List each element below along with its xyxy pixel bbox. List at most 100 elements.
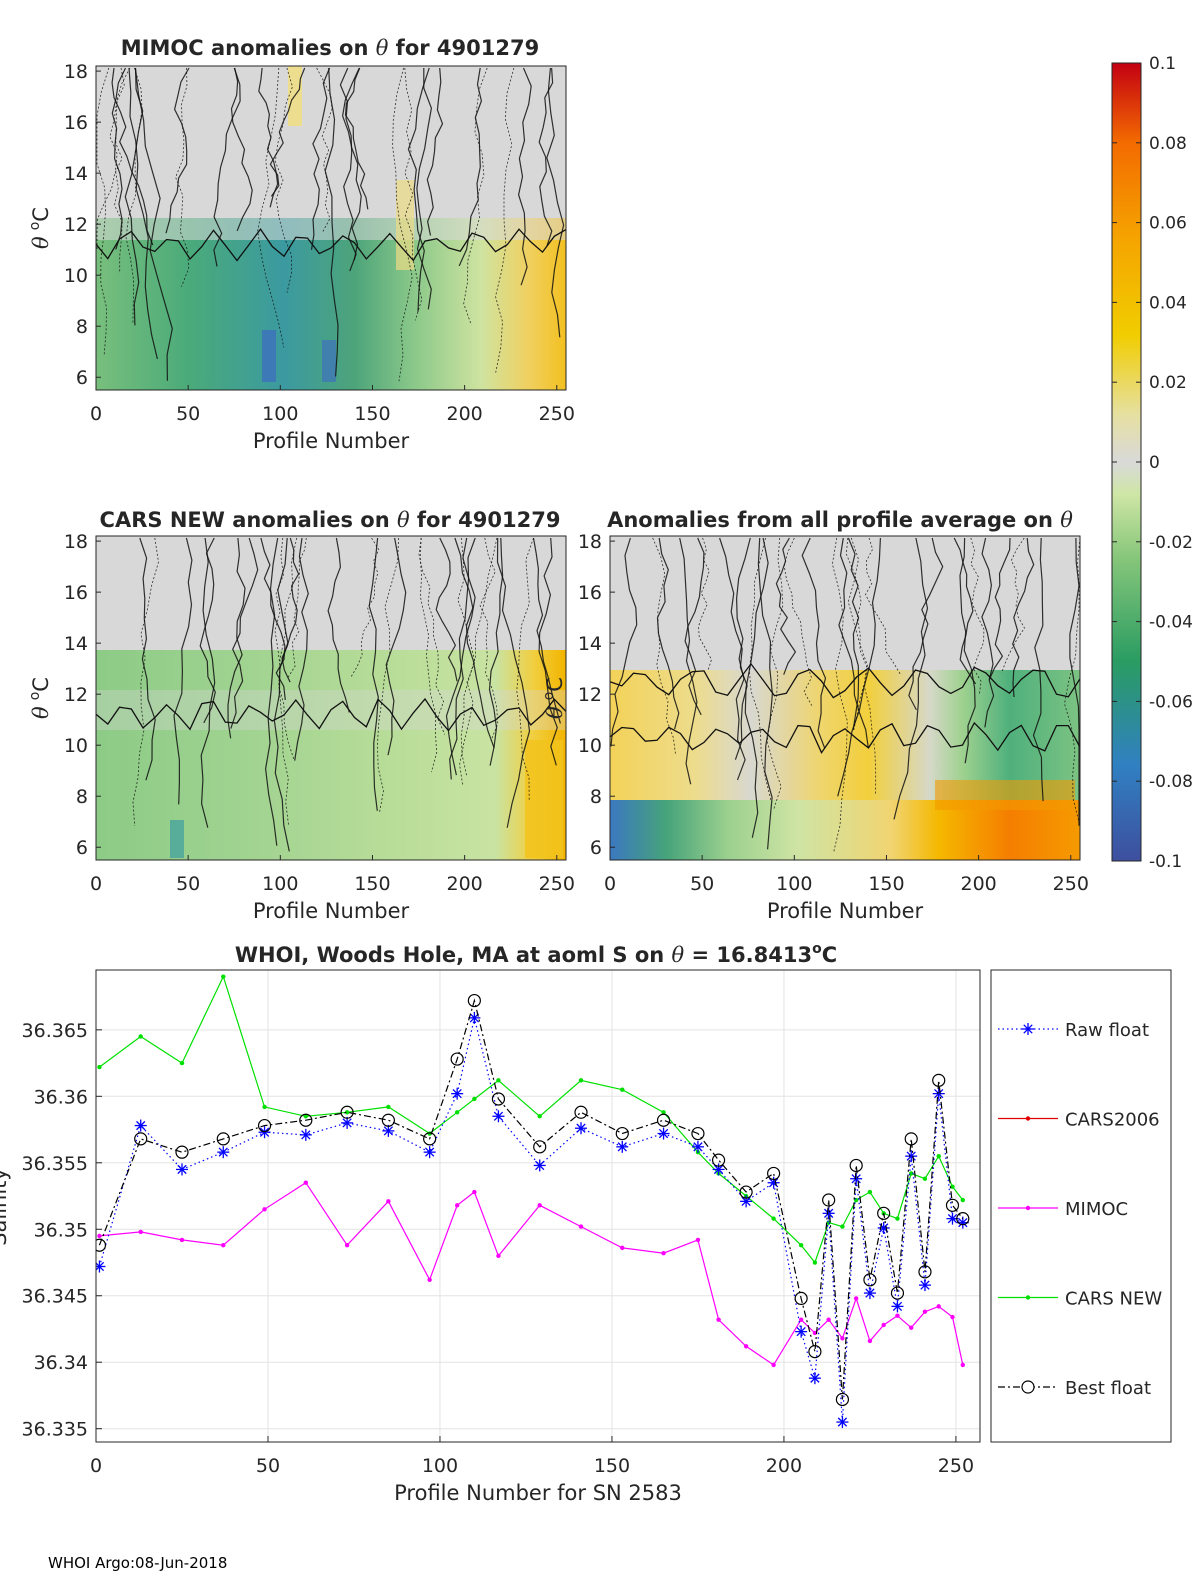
contour-line [165,67,190,234]
marker-stroke [177,1164,187,1175]
contour-line [287,537,307,678]
contour-line [327,537,350,713]
data-point [808,1344,822,1359]
data-point [221,1243,226,1248]
contour-line [213,67,241,267]
data-point [492,1110,505,1123]
marker-stroke [713,1164,724,1175]
data-point [496,1253,501,1259]
contour-line [269,67,306,197]
legend-item-mimoc: MIMOC [998,1199,1128,1220]
marker-stroke [576,1123,586,1133]
contour-line [460,537,498,776]
contour-line [959,537,976,764]
marker-stroke [851,1174,861,1184]
data-point [138,1034,143,1039]
y-tick-label: 16 [64,112,88,134]
contour-line [96,67,110,356]
data-point [341,1116,354,1129]
data-point [423,1132,437,1146]
contour-line [257,67,285,348]
data-point [895,1313,900,1318]
data-point [798,1317,804,1322]
y-tick-label: 16 [64,582,88,604]
contour-line [132,537,159,827]
y-tick-label: 36.34 [34,1352,88,1374]
data-point [386,1199,391,1204]
contour-line [847,537,877,794]
average-contours [609,537,1081,852]
contour-line [310,67,331,250]
data-point [956,1212,970,1226]
data-point [771,1362,776,1368]
cars-y-axis: 6 8 10 12 14 16 18 [64,531,101,859]
data-point [826,1317,831,1322]
data-point [922,1176,928,1181]
line-chart-series [96,974,970,1429]
contour-line [610,537,638,747]
data-point [960,1362,966,1368]
y-tick-label: 8 [76,786,88,808]
contour-line [125,67,143,323]
y-tick-label: 36.345 [22,1286,88,1308]
contour-line [419,537,438,773]
legend-marker [1025,1295,1031,1300]
contour-line [783,537,813,706]
data-point [299,1128,312,1141]
colorbar-tick-label: -0.1 [1149,852,1182,872]
contour-line [230,537,259,729]
data-point [97,1064,102,1070]
marker-stroke [693,1142,703,1152]
contour-line [517,67,532,286]
data-point [175,1163,188,1176]
x-tick-label: 0 [90,873,102,895]
data-point [657,1127,670,1140]
average-ylabel: θoC [541,677,567,719]
y-tick-label: 18 [64,61,88,83]
y-tick-label: 14 [64,163,88,185]
x-tick-label: 150 [594,1455,630,1477]
x-tick-label: 50 [176,403,200,425]
contour-line [368,537,379,811]
line-chart-xlabel: Profile Number for SN 2583 [394,1481,682,1505]
contour-line [801,537,827,749]
contour-line [264,537,279,846]
y-tick-label: 14 [64,633,88,655]
y-tick-label: 10 [578,735,602,757]
data-point [840,1224,845,1229]
data-point [881,1322,886,1328]
data-point [932,1073,946,1087]
data-point [812,1260,818,1265]
data-point [468,1011,481,1024]
marker-stroke [136,1120,146,1131]
y-tick-label: 16 [578,582,602,604]
data-point [740,1195,753,1208]
data-point [97,1233,102,1239]
contour-line [128,67,158,360]
contour-line [139,537,156,781]
data-point [386,1104,391,1110]
contour-line [111,67,127,250]
data-point [537,1114,542,1119]
average-anomaly-panel: Anomalies from all profile average on θ … [541,508,1089,923]
contour-line [837,537,881,797]
contour-line [435,537,458,682]
y-tick-label: 36.335 [22,1419,88,1441]
average-warm-patch [935,780,1075,810]
legend-label: MIMOC [1065,1199,1128,1220]
colorbar: 0.1 0.08 0.06 0.04 0.02 0 -0.02 -0.04 -0.06 -0.08… [1111,54,1193,872]
x-tick-label: 250 [539,873,575,895]
data-point [134,1132,148,1146]
contour-line [281,537,300,683]
average-y-axis: 6 8 10 12 14 16 18 [578,531,615,859]
data-point [716,1317,721,1322]
legend-label: Best float [1065,1378,1151,1399]
contour-line [95,697,567,732]
contour-line [656,537,680,730]
data-point [853,1296,859,1301]
line-chart-grid [95,970,980,1442]
legend-label: CARS NEW [1065,1289,1162,1310]
contour-line [109,67,125,274]
data-point [303,1114,309,1119]
x-tick-label: 200 [446,873,482,895]
